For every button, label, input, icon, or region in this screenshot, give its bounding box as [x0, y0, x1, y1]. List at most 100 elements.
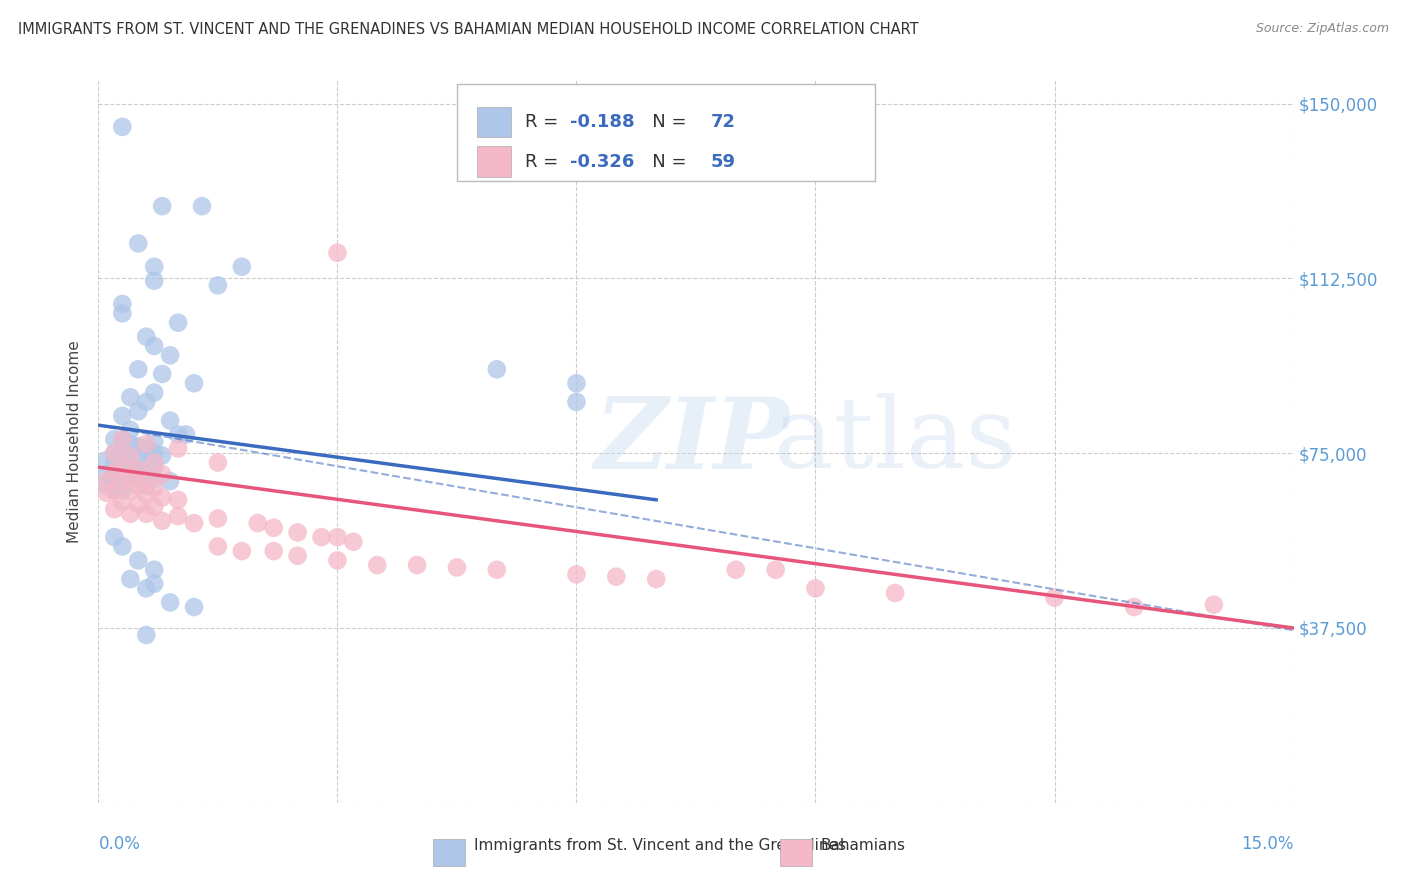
Y-axis label: Median Household Income: Median Household Income [67, 340, 83, 543]
Point [103, 446, 125, 460]
Text: 0.0%: 0.0% [98, 835, 141, 854]
Point [287, 525, 309, 540]
Point [804, 582, 827, 596]
Point [342, 534, 364, 549]
Point [143, 446, 166, 460]
Point [150, 449, 173, 463]
Bar [477, 146, 510, 177]
Point [135, 507, 157, 521]
Point [120, 390, 142, 404]
Point [111, 483, 134, 498]
Point [103, 456, 125, 470]
Text: N =: N = [636, 153, 692, 170]
Bar [477, 107, 510, 137]
Point [143, 481, 166, 495]
Point [111, 432, 134, 446]
Point [127, 462, 149, 476]
Point [143, 434, 166, 449]
Point [103, 446, 125, 460]
Point [120, 572, 142, 586]
Point [103, 465, 125, 479]
Point [287, 549, 309, 563]
Point [143, 339, 166, 353]
Text: -0.326: -0.326 [571, 153, 636, 170]
Point [167, 442, 190, 456]
Point [111, 120, 134, 134]
Point [143, 385, 166, 400]
Point [326, 553, 349, 567]
Point [111, 409, 134, 423]
Point [96, 485, 118, 500]
Point [183, 516, 205, 530]
Point [103, 432, 125, 446]
Point [111, 446, 134, 460]
Point [127, 439, 149, 453]
Point [111, 495, 134, 509]
Text: 72: 72 [710, 112, 735, 131]
Point [150, 491, 173, 505]
Point [167, 492, 190, 507]
Point [183, 376, 205, 391]
Text: Source: ZipAtlas.com: Source: ZipAtlas.com [1256, 22, 1389, 36]
Point [765, 563, 787, 577]
Point [605, 570, 627, 584]
Point [111, 297, 134, 311]
Point [446, 560, 468, 574]
Point [311, 530, 333, 544]
Point [167, 427, 190, 442]
Point [207, 540, 229, 554]
Point [111, 456, 134, 470]
Point [1123, 600, 1146, 615]
Point [127, 498, 149, 512]
Point [326, 245, 349, 260]
Point [183, 600, 205, 615]
Point [120, 507, 142, 521]
Point [366, 558, 388, 572]
Point [143, 563, 166, 577]
Point [120, 423, 142, 437]
Point [1043, 591, 1066, 605]
Point [96, 474, 118, 488]
Text: Immigrants from St. Vincent and the Grenadines: Immigrants from St. Vincent and the Gren… [474, 838, 845, 853]
Point [406, 558, 429, 572]
Point [127, 362, 149, 376]
Point [150, 199, 173, 213]
Point [150, 467, 173, 482]
Point [96, 479, 118, 493]
Point [135, 395, 157, 409]
Point [111, 432, 134, 446]
Point [174, 427, 197, 442]
Point [96, 467, 118, 482]
Point [143, 576, 166, 591]
Point [167, 509, 190, 524]
Point [565, 567, 588, 582]
Point [103, 530, 125, 544]
Point [645, 572, 668, 586]
Point [159, 474, 181, 488]
Point [231, 544, 253, 558]
Point [326, 530, 349, 544]
Text: 59: 59 [710, 153, 735, 170]
Point [263, 521, 285, 535]
Point [127, 236, 149, 251]
Point [207, 511, 229, 525]
Point [111, 540, 134, 554]
Point [127, 404, 149, 418]
Point [191, 199, 214, 213]
Point [143, 260, 166, 274]
Point [150, 367, 173, 381]
Point [1202, 598, 1225, 612]
Point [135, 329, 157, 343]
Point [143, 460, 166, 475]
Point [263, 544, 285, 558]
Point [103, 483, 125, 498]
Point [120, 437, 142, 451]
Point [135, 488, 157, 502]
Point [565, 376, 588, 391]
Point [111, 476, 134, 491]
Point [207, 278, 229, 293]
Point [143, 472, 166, 486]
Point [120, 450, 142, 465]
Point [127, 553, 149, 567]
Point [207, 456, 229, 470]
